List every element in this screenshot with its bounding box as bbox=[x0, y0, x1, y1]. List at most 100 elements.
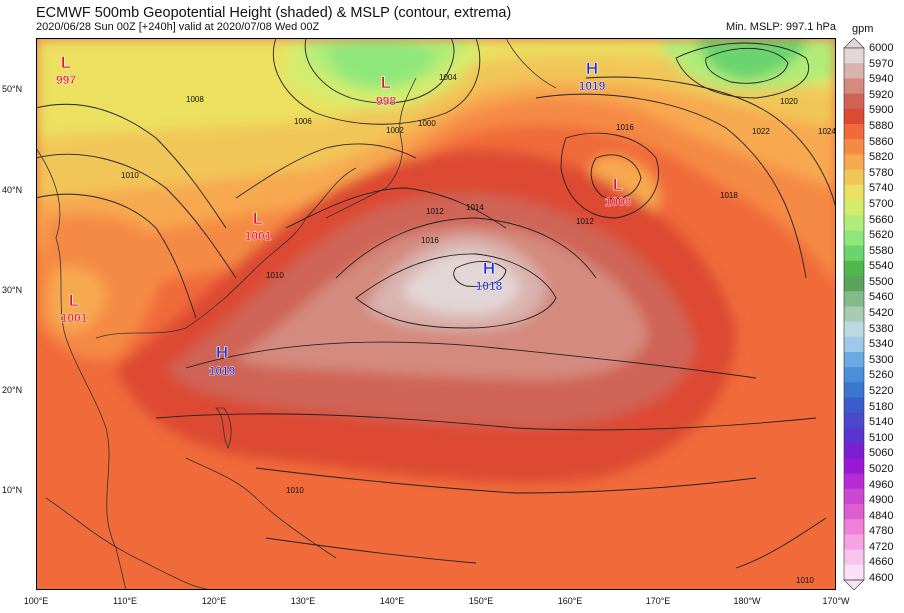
colorbar-swatch bbox=[844, 534, 864, 550]
low-value: 1008 bbox=[605, 195, 632, 209]
lon-label-120e: 120°E bbox=[201, 596, 227, 606]
pressure-centers: L 997 L 998 L 1001 L 1001 L 1008 H 1019 bbox=[56, 53, 632, 379]
isobar-labels: 1006 1002 1000 1004 1008 1010 1012 1014 … bbox=[121, 73, 836, 585]
colorbar-level-label: 5580 bbox=[869, 244, 894, 257]
colorbar-level-label: 5020 bbox=[869, 462, 894, 475]
colorbar-level-label: 5540 bbox=[869, 260, 894, 273]
colorbar-level-label: 5780 bbox=[869, 166, 894, 179]
colorbar-level-label: 5060 bbox=[869, 447, 894, 460]
low-center: L 998 bbox=[376, 73, 397, 109]
colorbar-swatch bbox=[844, 564, 864, 581]
colorbar-level-label: 5260 bbox=[869, 369, 894, 382]
colorbar-swatch bbox=[844, 169, 864, 186]
colorbar-level-label: 5700 bbox=[869, 197, 894, 210]
colorbar-level-label: 4780 bbox=[869, 525, 894, 538]
colorbar-level-label: 5460 bbox=[869, 291, 894, 304]
colorbar-swatch bbox=[844, 63, 864, 79]
isobar-label: 1010 bbox=[286, 486, 304, 495]
isobar-label: 1006 bbox=[294, 117, 312, 126]
colorbar-level-label: 5140 bbox=[869, 416, 894, 429]
high-value: 1019 bbox=[579, 79, 606, 93]
low-marker: L bbox=[69, 291, 79, 310]
colorbar-swatches bbox=[843, 38, 865, 590]
colorbar-swatch bbox=[844, 382, 864, 398]
lon-label-100e: 100°E bbox=[23, 596, 49, 606]
isobar-label: 1012 bbox=[576, 217, 594, 226]
high-marker: H bbox=[586, 59, 598, 78]
low-marker: L bbox=[61, 53, 71, 72]
colorbar-swatch bbox=[844, 245, 864, 262]
high-marker: H bbox=[216, 343, 228, 362]
colorbar-level-label: 5620 bbox=[869, 229, 894, 242]
low-center: L 1001 bbox=[60, 291, 88, 326]
colorbar-swatch bbox=[844, 473, 864, 490]
lon-label-150e: 150°E bbox=[468, 596, 494, 606]
colorbar-level-label: 4960 bbox=[869, 478, 894, 491]
colorbar-level-label: 5220 bbox=[869, 384, 894, 397]
colorbar-swatch bbox=[844, 184, 864, 201]
colorbar-swatch bbox=[844, 93, 864, 110]
coastlines bbox=[36, 38, 557, 590]
colorbar-swatch bbox=[844, 336, 864, 353]
isobar-label: 1022 bbox=[752, 127, 770, 136]
colorbar-swatch bbox=[844, 352, 864, 368]
colorbar-frame bbox=[843, 47, 865, 581]
lon-label-170w: 170°W bbox=[822, 596, 850, 606]
colorbar-swatch bbox=[844, 139, 864, 155]
colorbar-level-label: 5420 bbox=[869, 307, 894, 319]
isobar-label: 1008 bbox=[186, 95, 204, 104]
colorbar-swatch bbox=[844, 412, 864, 429]
isobars bbox=[36, 38, 836, 569]
high-marker: H bbox=[483, 259, 495, 278]
isobar-label: 1016 bbox=[616, 123, 634, 132]
colorbar-level-label: 5820 bbox=[869, 151, 894, 164]
colorbar-swatch bbox=[844, 488, 864, 505]
colorbar-swatch bbox=[844, 78, 864, 94]
colorbar-level-label: 5340 bbox=[869, 338, 894, 351]
colorbar-level-label: 5940 bbox=[869, 73, 894, 86]
low-value: 998 bbox=[376, 94, 396, 108]
colorbar-swatch bbox=[844, 504, 864, 520]
height-shading bbox=[36, 38, 836, 590]
isobar-label: 1020 bbox=[780, 97, 798, 106]
colorbar-swatch bbox=[844, 321, 864, 338]
colorbar-level-label: 5500 bbox=[869, 275, 894, 288]
colorbar bbox=[843, 38, 865, 590]
low-center: L 1008 bbox=[604, 175, 632, 210]
map-frame bbox=[36, 38, 836, 590]
high-value: 1018 bbox=[476, 279, 503, 293]
low-marker: L bbox=[613, 175, 623, 194]
lon-label-180w: 180°W bbox=[733, 596, 761, 606]
lat-label-40n: 40°N bbox=[2, 185, 23, 195]
colorbar-swatch bbox=[844, 443, 864, 459]
low-marker: L bbox=[381, 73, 391, 92]
colorbar-level-label: 6000 bbox=[869, 42, 894, 54]
isobar-label: 1002 bbox=[386, 126, 404, 135]
isobar-label: 1010 bbox=[121, 171, 139, 180]
lat-label-20n: 20°N bbox=[2, 385, 23, 395]
colorbar-bottom-extend bbox=[843, 579, 865, 590]
lon-label-110e: 110°E bbox=[113, 596, 137, 606]
min-mslp-label: Min. MSLP: 997.1 hPa bbox=[725, 21, 836, 33]
colorbar-level-label: 5660 bbox=[869, 213, 894, 226]
colorbar-swatch bbox=[844, 397, 864, 414]
colorbar-top-extend bbox=[843, 38, 865, 49]
map-title: ECMWF 500mb Geopotential Height (shaded)… bbox=[36, 5, 512, 21]
colorbar-level-label: 5920 bbox=[869, 88, 894, 101]
colorbar-level-label: 5880 bbox=[869, 119, 894, 132]
colorbar-swatch bbox=[844, 200, 864, 216]
map-subtitle: 2020/06/28 Sun 00Z [+240h] valid at 2020… bbox=[36, 21, 320, 33]
map-panel: 1006 1002 1000 1004 1008 1010 1012 1014 … bbox=[36, 38, 836, 590]
colorbar-level-label: 4660 bbox=[869, 556, 894, 569]
isobar-label: 1014 bbox=[466, 203, 484, 212]
low-center: L 1001 bbox=[244, 209, 271, 244]
colorbar-swatch bbox=[844, 124, 864, 140]
low-value: 1001 bbox=[61, 311, 88, 325]
colorbar-swatch bbox=[844, 306, 864, 322]
lat-label-10n: 10°N bbox=[2, 485, 23, 495]
colorbar-level-label: 5180 bbox=[869, 400, 894, 413]
colorbar-level-label: 5740 bbox=[869, 182, 894, 195]
colorbar-swatch bbox=[844, 154, 864, 170]
lon-label-160e: 160°E bbox=[557, 596, 583, 606]
colorbar-level-label: 5860 bbox=[869, 135, 894, 148]
